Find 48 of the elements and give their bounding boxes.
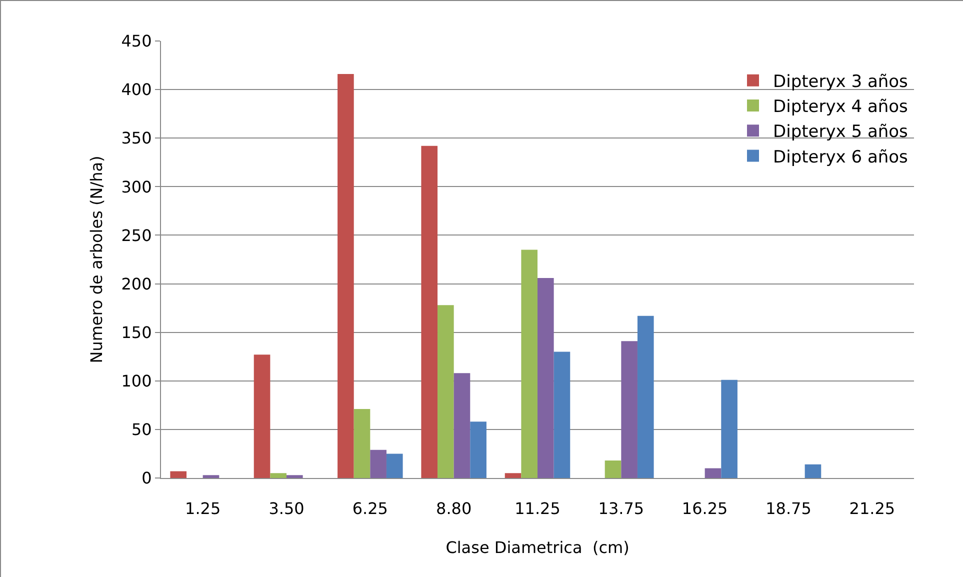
y-tick-label: 200 [121,274,152,294]
x-tick-label: 6.25 [352,499,388,518]
bar [254,354,270,478]
x-tick-label: 1.25 [185,499,221,518]
bar [470,422,486,478]
y-tick-label: 450 [121,32,152,51]
y-axis-title: Numero de arboles (N/ha) [87,156,106,364]
bar [338,74,354,478]
bar [604,460,622,478]
bar [438,305,454,478]
bar [504,473,522,478]
y-tick-label: 350 [121,128,152,148]
legend-label: Dipteryx 5 años [773,122,908,142]
bar [804,464,822,478]
legend-label: Dipteryx 3 años [773,72,908,92]
y-tick-label: 100 [121,371,152,390]
bar [202,475,220,478]
bar [521,250,538,478]
x-tick-label: 18.75 [766,499,812,518]
y-tick-label: 150 [121,322,152,342]
bar [370,450,386,478]
x-tick-label: 21.25 [849,499,896,518]
bar [538,278,554,478]
x-tick-label: 16.25 [682,499,728,518]
bar [721,380,738,478]
y-tick-label: 300 [121,177,152,196]
bar [354,409,370,478]
legend-label: Dipteryx 6 años [773,147,908,168]
bar [704,468,722,478]
bar [421,146,438,478]
y-tick-label: 250 [121,226,152,245]
x-tick-label: 13.75 [598,499,644,518]
legend-label: Dipteryx 4 años [773,97,908,118]
x-tick-label: 11.25 [514,499,560,518]
x-tick-label: 3.50 [268,499,304,518]
bar [386,454,403,478]
x-axis-title: Clase Diametrica (cm) [446,538,630,557]
bar [554,352,570,478]
bar [170,471,187,478]
y-tick-label: 50 [131,420,152,440]
x-tick-label: 8.80 [436,499,472,518]
y-tick-label: 400 [121,80,152,100]
bar [637,316,654,478]
bar [270,473,286,478]
y-tick-label: 0 [142,468,152,488]
bar [286,475,303,478]
bar [621,341,638,478]
bar [454,373,470,478]
